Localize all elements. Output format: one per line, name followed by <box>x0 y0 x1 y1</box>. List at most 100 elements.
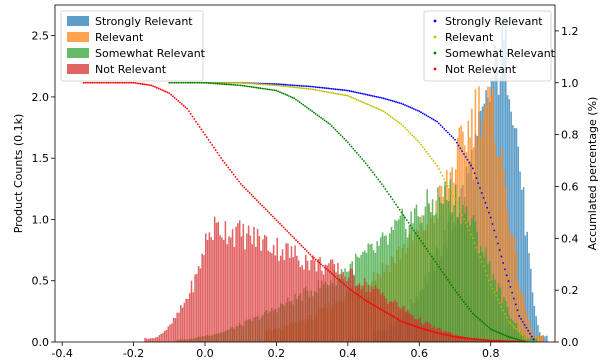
histogram-bar <box>324 264 327 342</box>
y-right-tick-label: 0.4 <box>561 232 579 245</box>
scatter-point <box>441 174 444 177</box>
scatter-point <box>105 81 108 84</box>
scatter-point <box>332 274 335 277</box>
histogram-bar <box>305 254 307 342</box>
scatter-point <box>300 102 303 105</box>
scatter-point <box>95 81 97 84</box>
y-left-tick-label: 2.0 <box>32 91 50 104</box>
scatter-point <box>454 138 456 141</box>
scatter-point <box>259 83 262 86</box>
scatter-point <box>357 99 360 102</box>
scatter-point <box>346 141 349 144</box>
scatter-point <box>188 81 190 84</box>
scatter-point <box>498 332 501 334</box>
scatter-point <box>271 215 274 218</box>
scatter-point <box>266 210 269 212</box>
scatter-point <box>391 116 394 119</box>
scatter-point <box>152 85 155 88</box>
histogram-bar <box>153 338 155 342</box>
scatter-point <box>343 283 346 286</box>
histogram-bar <box>476 339 478 342</box>
scatter-point <box>257 83 260 85</box>
scatter-point <box>448 133 451 136</box>
scatter-point <box>398 208 401 211</box>
histogram-bar <box>505 18 507 342</box>
histogram-bar <box>410 314 412 342</box>
scatter-point <box>145 83 147 86</box>
scatter-point <box>414 232 417 235</box>
scatter-point <box>493 329 496 332</box>
scatter-point <box>171 81 174 84</box>
histogram-bar <box>528 253 530 342</box>
scatter-point <box>257 87 260 89</box>
scatter-point <box>234 81 237 84</box>
scatter-point <box>379 108 381 111</box>
scatter-point <box>330 272 333 275</box>
histogram-bar <box>199 268 202 342</box>
scatter-point <box>259 202 262 205</box>
scatter-point <box>266 88 269 91</box>
histogram-bar <box>258 236 261 342</box>
histogram-bar <box>374 285 377 342</box>
histogram-bar <box>344 276 346 342</box>
histogram-bar <box>469 338 471 342</box>
scatter-point <box>175 81 178 84</box>
histogram-bar <box>178 312 180 342</box>
scatter-point <box>511 336 514 339</box>
histogram-bar <box>396 302 398 342</box>
scatter-point <box>332 92 335 95</box>
scatter-point <box>121 81 124 84</box>
scatter-point <box>313 88 315 91</box>
scatter-point <box>302 246 305 249</box>
histogram-bar <box>167 326 170 342</box>
scatter-point <box>504 340 506 342</box>
histogram-bar <box>197 266 200 342</box>
scatter-point <box>221 159 224 162</box>
scatter-point <box>384 188 387 190</box>
scatter-point <box>252 86 255 89</box>
histogram-bar <box>419 216 421 342</box>
scatter-point <box>493 291 496 294</box>
histogram-bar <box>255 246 257 342</box>
scatter-point <box>418 110 421 113</box>
histogram-bar <box>533 337 536 342</box>
scatter-point <box>102 81 105 84</box>
scatter-point <box>509 340 512 342</box>
scatter-point <box>291 86 294 89</box>
scatter-point <box>143 83 146 86</box>
histogram-bar <box>388 301 391 342</box>
scatter-point <box>393 118 396 120</box>
histogram-bar <box>460 336 462 342</box>
scatter-point <box>393 100 396 103</box>
histogram-legend-swatch <box>67 64 89 74</box>
scatter-point <box>432 118 435 121</box>
histogram-bar <box>465 206 468 342</box>
scatter-point <box>182 104 185 107</box>
histogram-bar <box>471 339 473 342</box>
scatter-point <box>304 85 306 88</box>
histogram-bar <box>478 253 480 342</box>
histogram-bar <box>376 288 378 342</box>
scatter-point <box>436 263 439 266</box>
scatter-point <box>427 153 430 155</box>
histogram-bar <box>363 277 366 342</box>
scatter-point <box>173 81 176 84</box>
scatter-point <box>195 120 197 123</box>
scatter-point <box>445 333 447 336</box>
scatter-point <box>389 314 392 316</box>
scatter-point <box>514 303 517 306</box>
scatter-point <box>380 308 383 311</box>
scatter-point <box>350 145 353 148</box>
scatter-point <box>200 128 203 131</box>
scatter-point <box>436 164 439 167</box>
scatter-point <box>373 106 376 109</box>
histogram-bar <box>492 273 495 342</box>
histogram-bar <box>515 128 518 342</box>
y-right-tick-label: 0.6 <box>561 180 579 193</box>
histogram-bar <box>274 255 277 342</box>
scatter-point <box>320 86 322 89</box>
scatter-point <box>316 86 319 89</box>
scatter-point <box>207 82 210 84</box>
scatter-point <box>388 193 390 196</box>
scatter-point <box>157 87 160 90</box>
